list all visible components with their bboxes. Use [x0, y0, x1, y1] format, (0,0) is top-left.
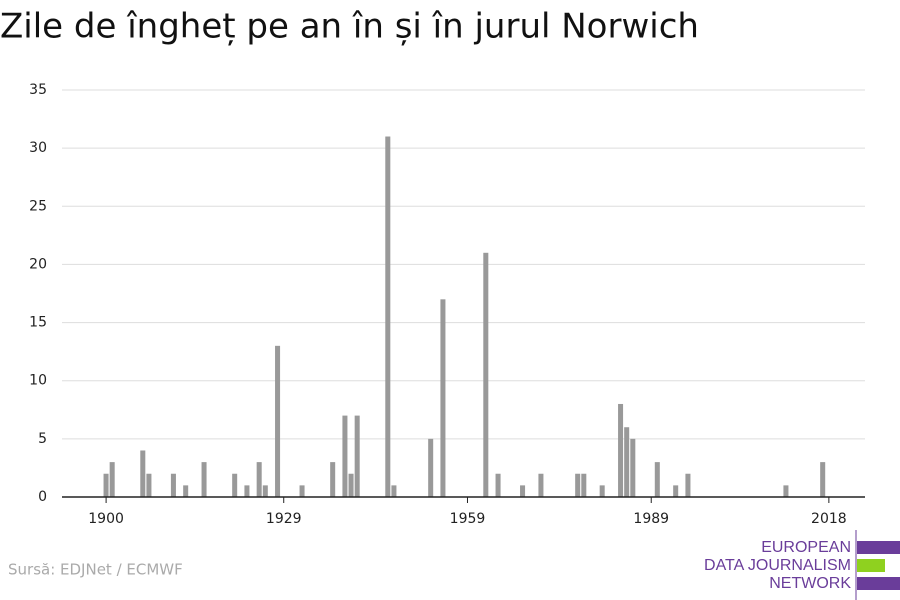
- bar: [342, 415, 348, 497]
- y-tick-label: 35: [29, 82, 47, 98]
- bar: [103, 473, 109, 497]
- y-tick-label: 5: [38, 431, 47, 447]
- bar: [520, 485, 526, 497]
- bar: [262, 485, 268, 497]
- bar: [483, 252, 489, 497]
- bar: [673, 485, 679, 497]
- source: Sursă: EDJNet / ECMWF: [8, 561, 183, 579]
- logo-text: NETWORK: [769, 575, 851, 592]
- x-tick-label: 1959: [450, 511, 486, 527]
- bar: [348, 473, 354, 497]
- bar: [183, 485, 189, 497]
- logo-text: DATA JOURNALISM: [704, 557, 851, 574]
- logo-bar: [857, 559, 885, 572]
- logo-text: EUROPEAN: [761, 539, 851, 556]
- bar: [146, 473, 152, 497]
- bar: [630, 438, 636, 497]
- logo-bar: [857, 541, 900, 554]
- y-tick-label: 30: [29, 140, 47, 156]
- bar: [575, 473, 581, 497]
- chart-title: Zile de îngheț pe an în și în jurul Norw…: [0, 7, 699, 47]
- y-tick-label: 25: [29, 198, 47, 214]
- y-tick-label: 20: [29, 256, 47, 272]
- bar: [599, 485, 605, 497]
- x-tick-label: 2018: [811, 511, 847, 527]
- bar: [391, 485, 397, 497]
- bar: [140, 450, 146, 497]
- bar: [495, 473, 501, 497]
- bar: [820, 462, 826, 497]
- bar: [581, 473, 587, 497]
- x-tick-label: 1900: [88, 511, 124, 527]
- bar: [354, 415, 360, 497]
- bar: [299, 485, 305, 497]
- x-tick-label: 1989: [633, 511, 669, 527]
- bar: [109, 462, 115, 497]
- y-tick-label: 0: [38, 489, 47, 505]
- bar: [440, 299, 446, 497]
- bar: [330, 462, 336, 497]
- bar: [618, 403, 624, 497]
- bar: [654, 462, 660, 497]
- bar: [624, 427, 630, 497]
- bar: [385, 136, 391, 497]
- bar: [244, 485, 250, 497]
- x-tick-label: 1929: [266, 511, 302, 527]
- bar: [256, 462, 262, 497]
- bar: [538, 473, 544, 497]
- bar: [685, 473, 691, 497]
- y-tick-label: 10: [29, 373, 47, 389]
- logo: EUROPEAN DATA JOURNALISM NETWORK: [704, 530, 900, 600]
- bar: [783, 485, 789, 497]
- bar: [428, 438, 434, 497]
- bar: [232, 473, 238, 497]
- bar: [170, 473, 176, 497]
- logo-bar: [857, 577, 900, 590]
- y-tick-label: 15: [29, 315, 47, 331]
- bar: [201, 462, 207, 497]
- bar: [275, 345, 281, 497]
